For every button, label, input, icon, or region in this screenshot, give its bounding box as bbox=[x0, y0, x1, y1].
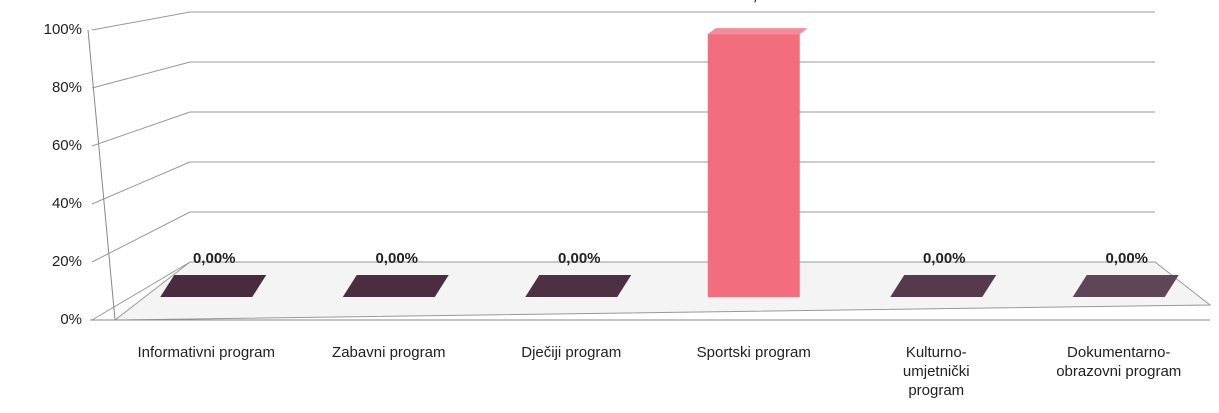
grid-line bbox=[91, 11, 191, 31]
data-label: 0,00% bbox=[1105, 250, 1148, 267]
bar bbox=[707, 34, 800, 297]
data-label: 95,60% bbox=[736, 0, 787, 4]
y-tick-label: 20% bbox=[52, 253, 82, 270]
data-label: 0,00% bbox=[923, 250, 966, 267]
grid-line bbox=[91, 111, 191, 147]
data-label: 0,00% bbox=[193, 250, 236, 267]
bar bbox=[890, 275, 997, 297]
data-label: 0,00% bbox=[375, 250, 418, 267]
y-axis bbox=[87, 29, 116, 321]
grid-line bbox=[91, 61, 191, 89]
y-tick-label: 80% bbox=[52, 79, 82, 96]
y-tick-label: 60% bbox=[52, 137, 82, 154]
y-tick-label: 40% bbox=[52, 195, 82, 212]
bar-top bbox=[707, 28, 808, 35]
y-tick-label: 0% bbox=[60, 311, 82, 328]
bar bbox=[1072, 275, 1179, 297]
x-tick-label: Kulturno-umjetnički program bbox=[902, 344, 970, 399]
grid-line bbox=[91, 211, 191, 263]
grid-line bbox=[91, 161, 191, 205]
bar bbox=[525, 275, 632, 297]
x-tick-label: Zabavni program bbox=[332, 344, 446, 361]
bar bbox=[342, 275, 449, 297]
bar bbox=[160, 275, 267, 297]
data-label: 0,00% bbox=[558, 250, 601, 267]
floor bbox=[113, 261, 1212, 321]
x-tick-label: Sportski program bbox=[696, 344, 811, 361]
x-tick-label: Informativni program bbox=[137, 344, 276, 361]
x-tick-label: Dokumentarno-obrazovni program bbox=[1056, 344, 1182, 380]
x-tick-label: Dječiji program bbox=[521, 344, 622, 361]
grid-line bbox=[91, 261, 191, 321]
y-tick-label: 100% bbox=[44, 21, 82, 38]
